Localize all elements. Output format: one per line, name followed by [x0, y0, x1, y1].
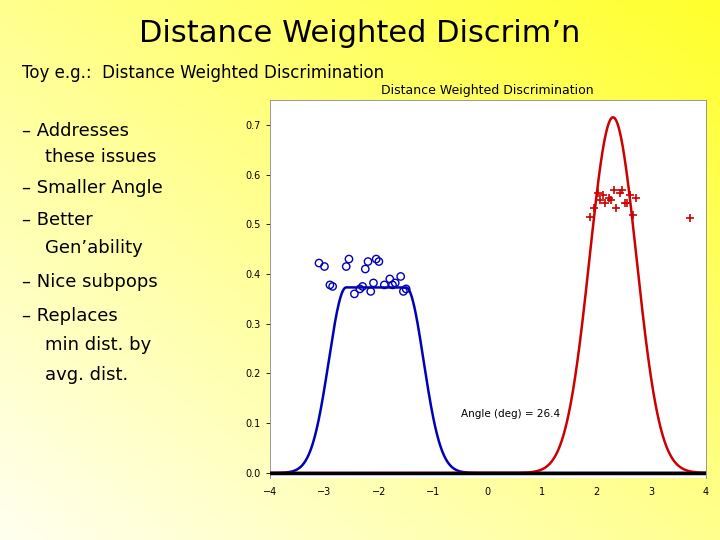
- Text: min dist. by: min dist. by: [22, 336, 151, 354]
- Point: [685, 214, 696, 222]
- Text: these issues: these issues: [22, 148, 156, 166]
- Point: [630, 194, 642, 202]
- Point: [362, 257, 374, 266]
- Point: [348, 289, 360, 298]
- Point: [598, 191, 609, 200]
- Text: – Smaller Angle: – Smaller Angle: [22, 179, 162, 197]
- Point: [594, 196, 606, 205]
- Point: [611, 204, 622, 213]
- Point: [619, 199, 631, 208]
- Point: [625, 191, 636, 200]
- Point: [313, 259, 325, 267]
- Point: [585, 212, 596, 221]
- Text: Toy e.g.:  Distance Weighted Discrimination: Toy e.g.: Distance Weighted Discriminati…: [22, 64, 384, 82]
- Point: [370, 255, 382, 264]
- Point: [357, 282, 369, 291]
- Point: [379, 281, 390, 289]
- Point: [592, 188, 603, 197]
- Point: [387, 281, 398, 289]
- Text: Angle (deg) = 26.4: Angle (deg) = 26.4: [461, 409, 559, 419]
- Title: Distance Weighted Discrimination: Distance Weighted Discrimination: [382, 84, 594, 97]
- Point: [603, 194, 614, 202]
- Point: [354, 285, 366, 293]
- Point: [400, 285, 412, 293]
- Point: [368, 279, 379, 287]
- Point: [384, 275, 395, 284]
- Point: [397, 287, 409, 296]
- Point: [359, 265, 371, 273]
- Text: – Addresses: – Addresses: [22, 122, 129, 139]
- Point: [365, 287, 377, 296]
- Text: Gen’ability: Gen’ability: [22, 239, 143, 256]
- Point: [390, 279, 401, 287]
- Point: [373, 257, 384, 266]
- Point: [319, 262, 330, 271]
- Text: – Nice subpops: – Nice subpops: [22, 273, 158, 291]
- Point: [627, 211, 639, 220]
- Point: [324, 281, 336, 289]
- Point: [588, 204, 600, 213]
- Text: – Replaces: – Replaces: [22, 307, 117, 325]
- Point: [614, 189, 626, 198]
- Point: [395, 272, 406, 281]
- Point: [343, 255, 355, 264]
- Text: Distance Weighted Discrim’n: Distance Weighted Discrim’n: [139, 19, 581, 48]
- Point: [608, 186, 620, 195]
- Text: – Better: – Better: [22, 211, 92, 228]
- Point: [327, 282, 338, 291]
- Text: avg. dist.: avg. dist.: [22, 366, 128, 384]
- Point: [600, 199, 611, 208]
- Point: [341, 262, 352, 271]
- Point: [621, 199, 633, 208]
- Point: [605, 196, 616, 205]
- Point: [616, 186, 628, 195]
